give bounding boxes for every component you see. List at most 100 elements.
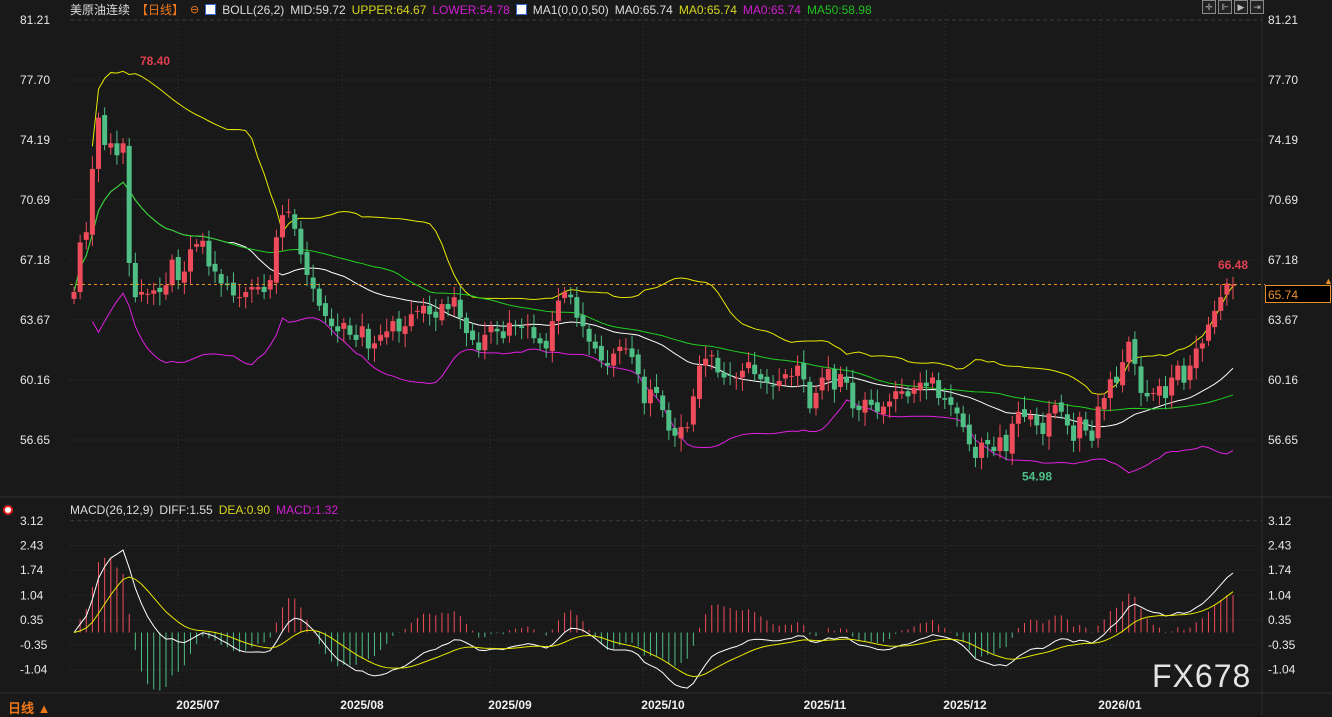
period-selector[interactable]: 日线 ▲ — [8, 701, 51, 716]
candle-up — [89, 168, 95, 235]
candle-up — [488, 326, 494, 333]
candle-down — [230, 282, 236, 296]
price-axis-label-right: 56.65 — [1268, 433, 1298, 447]
record-icon[interactable] — [3, 505, 13, 515]
candle-down — [936, 380, 942, 399]
date-axis-label: 2025/08 — [340, 698, 384, 712]
candle-up — [1126, 341, 1132, 363]
candle-up — [678, 427, 684, 439]
candle-up — [1015, 411, 1021, 424]
candle-down — [316, 288, 322, 306]
price-axis-label-left: 67.18 — [20, 253, 50, 267]
candle-up — [83, 232, 89, 240]
candle-down — [519, 326, 525, 328]
ma0-yellow: MA0:65.74 — [678, 2, 737, 17]
candle-up — [77, 242, 83, 293]
current-price-box: 65.74 — [1265, 285, 1331, 303]
price-axis-label-left: 74.19 — [20, 133, 50, 147]
candle-up — [1169, 377, 1175, 396]
candle-down — [868, 399, 874, 405]
candle-up — [237, 297, 243, 299]
candle-down — [1138, 366, 1144, 393]
candle-down — [672, 428, 678, 436]
candle-up — [421, 305, 427, 314]
candle-up — [1212, 310, 1218, 328]
candle-up — [930, 377, 936, 384]
candle-down — [1132, 339, 1138, 364]
candle-up — [696, 365, 702, 399]
candle-down — [1022, 409, 1028, 417]
candle-down — [923, 382, 929, 387]
macd-axis-label-right: -1.04 — [1268, 663, 1296, 677]
price-axis-label-right: 67.18 — [1268, 253, 1298, 267]
candle-down — [1058, 402, 1064, 412]
candle-down — [310, 277, 316, 289]
candle-up — [979, 442, 985, 458]
candle-up — [451, 297, 457, 307]
settings-icon[interactable]: ⊖ — [190, 4, 200, 16]
zoom-range-icon[interactable]: ⊩ — [1218, 0, 1232, 14]
candle-down — [574, 297, 580, 318]
candle-up — [249, 286, 255, 290]
candle-down — [635, 354, 641, 375]
candle-down — [1034, 415, 1040, 426]
candle-up — [194, 244, 200, 247]
crosshair-icon[interactable]: ✛ — [1202, 0, 1216, 14]
candle-up — [439, 304, 445, 321]
macd-axis-label-left: -0.35 — [20, 638, 48, 652]
candle-up — [255, 286, 261, 290]
candle-down — [985, 439, 991, 445]
candle-up — [555, 300, 561, 322]
alert-icon[interactable]: ▲ — [1324, 276, 1332, 286]
candle-down — [1040, 422, 1046, 434]
indicator-icon[interactable] — [205, 4, 217, 15]
price-axis-label-right: 81.21 — [1268, 13, 1298, 27]
candle-down — [874, 402, 880, 412]
ma50-line — [73, 181, 1234, 411]
candle-down — [218, 274, 224, 284]
macd-axis-label-right: 1.74 — [1268, 563, 1292, 577]
candle-up — [739, 370, 745, 378]
candle-down — [537, 338, 543, 344]
candle-up — [562, 292, 568, 299]
candle-down — [212, 263, 218, 272]
candle-up — [617, 346, 623, 352]
price-axis-label-right: 74.19 — [1268, 133, 1298, 147]
candle-up — [825, 369, 831, 381]
period-tag[interactable]: 【日线】 — [136, 3, 185, 17]
macd-value: MACD:1.32 — [276, 503, 339, 517]
candle-down — [629, 348, 635, 358]
candle-down — [1083, 419, 1089, 431]
candle-up — [371, 343, 377, 349]
candle-down — [905, 391, 911, 397]
macd-axis-label-left: 2.43 — [20, 539, 44, 553]
candle-up — [917, 382, 923, 391]
candle-down — [261, 286, 267, 293]
boll-mid-line — [73, 181, 1234, 428]
candle-up — [71, 292, 77, 299]
macd-name: MACD(26,12,9) — [70, 503, 154, 517]
boll-label: BOLL(26,2) — [222, 2, 285, 17]
candle-up — [1187, 365, 1193, 381]
candle-down — [457, 299, 463, 318]
candle-up — [169, 259, 175, 286]
candle-up — [893, 391, 899, 399]
candle-up — [138, 292, 144, 295]
candle-down — [494, 328, 500, 332]
candle-up — [390, 321, 396, 332]
candle-up — [623, 348, 629, 350]
candle-down — [1071, 425, 1077, 441]
candle-down — [991, 446, 997, 452]
play-icon[interactable]: ▶ — [1234, 0, 1248, 14]
candle-down — [954, 407, 960, 414]
fit-icon[interactable]: ⇥ — [1250, 0, 1264, 14]
candle-down — [764, 376, 770, 383]
indicator-icon[interactable] — [515, 4, 527, 15]
candle-down — [513, 325, 519, 327]
macd-axis-label-right: -0.35 — [1268, 638, 1296, 652]
candle-down — [801, 363, 807, 380]
candle-down — [758, 374, 764, 380]
candle-down — [298, 228, 304, 255]
candle-down — [353, 334, 359, 340]
